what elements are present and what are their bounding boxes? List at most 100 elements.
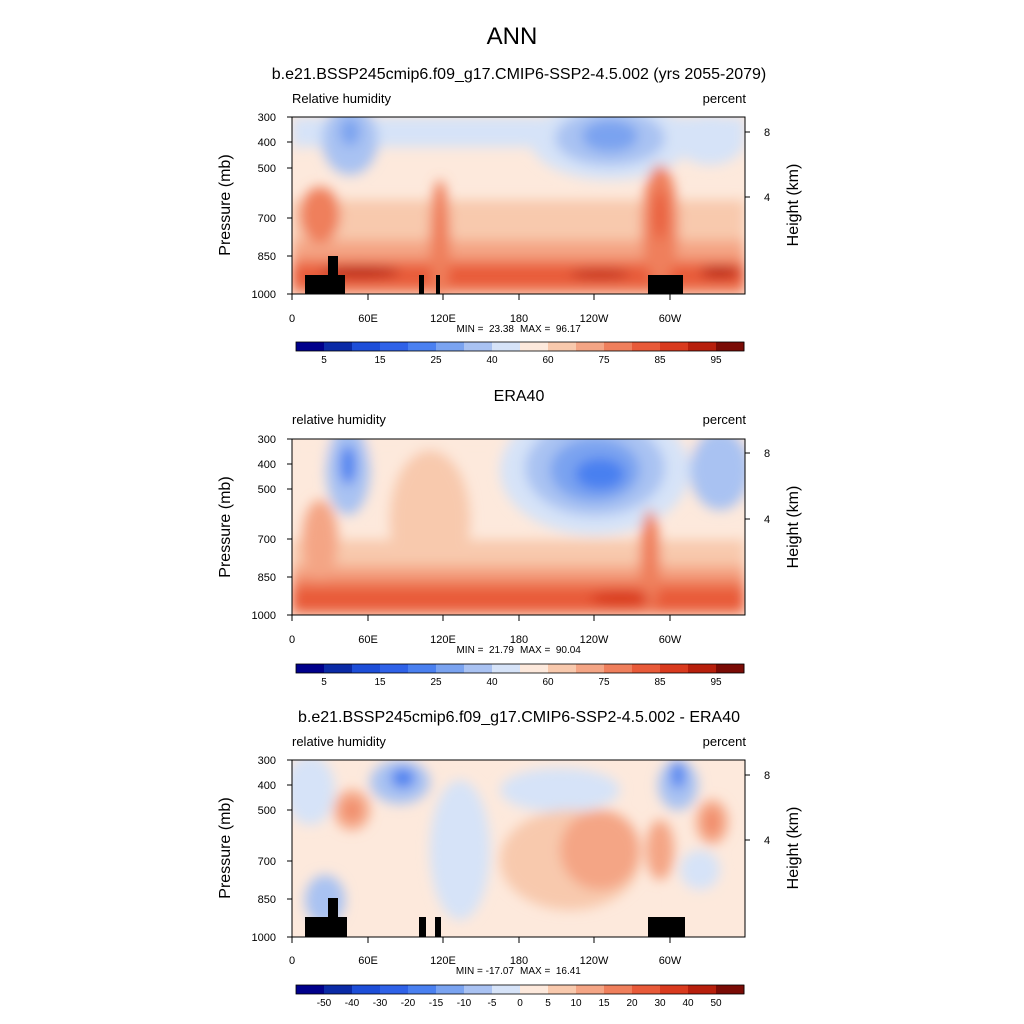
colorbar-swatch (352, 664, 381, 673)
heatmap-field (292, 439, 745, 615)
colorbar-swatch (548, 664, 577, 673)
y-tick-label: 700 (258, 213, 276, 225)
min-label: MIN = 21.79 (456, 645, 514, 656)
max-label: MAX = 16.41 (520, 966, 581, 977)
y-tick-label: 500 (258, 805, 276, 817)
y2-axis-label: Height (km) (785, 486, 802, 569)
y-tick-label: 850 (258, 251, 276, 263)
topography-mask (419, 917, 426, 937)
colorbar-label: 75 (598, 355, 610, 366)
colorbar-swatch (296, 342, 325, 351)
y-axis-left: Pressure (mb) 300 400 500 700 850 1000 (217, 112, 292, 301)
colorbar-swatch (324, 985, 353, 994)
units-label: percent (703, 734, 747, 749)
colorbar-label: 85 (654, 355, 666, 366)
colorbar-swatch (520, 342, 549, 351)
heatmap-field (292, 117, 745, 294)
y-tick-label: 700 (258, 856, 276, 868)
y-tick-label: 1000 (252, 932, 276, 944)
colorbar-label: 95 (710, 355, 722, 366)
y2-axis-label: Height (km) (785, 807, 802, 890)
variable-label: relative humidity (292, 412, 386, 427)
colorbar-swatch (520, 985, 549, 994)
colorbar-label: 40 (682, 998, 694, 1009)
colorbar-label: -30 (373, 998, 388, 1009)
y-tick-label: 500 (258, 163, 276, 175)
y-tick-label: 400 (258, 137, 276, 149)
colorbar-swatch (464, 985, 493, 994)
colorbar-label: 5 (321, 355, 327, 366)
colorbar-swatch (604, 664, 633, 673)
panel-1: b.e21.BSSP245cmip6.f09_g17.CMIP6-SSP2-4.… (217, 66, 802, 366)
y-tick-label: 1000 (252, 610, 276, 622)
y-axis-label: Pressure (mb) (217, 797, 234, 898)
x-tick-label: 120W (580, 955, 609, 967)
colorbar-swatch (296, 664, 325, 673)
x-tick-label: 60W (659, 313, 682, 325)
x-tick-label: 60E (358, 955, 378, 967)
panel-title: ERA40 (494, 388, 545, 405)
x-tick-label: 180 (510, 634, 528, 646)
colorbar-swatch (408, 342, 437, 351)
colorbar-swatch (492, 342, 521, 351)
y-tick-label: 400 (258, 780, 276, 792)
x-tick-label: 180 (510, 955, 528, 967)
colorbar-label: 50 (710, 998, 722, 1009)
colorbar-swatch (716, 664, 745, 673)
topography-mask (435, 917, 441, 937)
colorbar-frame (295, 663, 745, 674)
colorbar-swatch (380, 664, 409, 673)
units-label: percent (703, 91, 747, 106)
y2-tick-label: 4 (764, 514, 770, 526)
colorbar-label: 75 (598, 677, 610, 688)
colorbar-swatch (576, 664, 605, 673)
topography-mask (328, 256, 338, 276)
x-axis: 0 60E 120E 180 120W 60W (289, 615, 682, 646)
y-tick-label: 300 (258, 112, 276, 124)
topography-mask (436, 275, 440, 294)
colorbar-swatch (604, 342, 633, 351)
colorbar-label: -40 (345, 998, 360, 1009)
colorbar-swatch (576, 342, 605, 351)
x-tick-label: 0 (289, 634, 295, 646)
x-axis: 0 60E 120E 180 120W 60W (289, 294, 682, 325)
colorbar-swatch (464, 342, 493, 351)
y-axis-label: Pressure (mb) (217, 154, 234, 255)
panel-3: b.e21.BSSP245cmip6.f09_g17.CMIP6-SSP2-4.… (217, 709, 802, 1009)
panel-title: b.e21.BSSP245cmip6.f09_g17.CMIP6-SSP2-4.… (298, 709, 740, 726)
colorbar-swatch (716, 342, 745, 351)
topography-mask (648, 275, 683, 294)
y-tick-label: 500 (258, 484, 276, 496)
x-tick-label: 0 (289, 955, 295, 967)
y-axis-left: Pressure (mb) 300 400 500 700 850 1000 (217, 755, 292, 944)
min-label: MIN = -17.07 (456, 966, 515, 977)
colorbar-swatch (548, 342, 577, 351)
colorbar-label: 40 (486, 677, 498, 688)
colorbar-swatch (688, 985, 717, 994)
x-tick-label: 60W (659, 634, 682, 646)
colorbar-swatch (660, 664, 689, 673)
x-tick-label: 60E (358, 634, 378, 646)
colorbar-swatch (632, 342, 661, 351)
colorbar-swatch (324, 342, 353, 351)
colorbar-swatch (408, 664, 437, 673)
colorbar-swatch (632, 664, 661, 673)
max-label: MAX = 96.17 (520, 324, 581, 335)
x-tick-label: 120W (580, 634, 609, 646)
colorbar-swatch (380, 342, 409, 351)
colorbar-swatch (604, 985, 633, 994)
y2-tick-label: 4 (764, 835, 770, 847)
colorbar-label: 25 (430, 677, 442, 688)
colorbar: -50 -40 -30 -20 -15 -10 -5 0 5 10 15 20 30 40 50 (295, 984, 745, 1009)
y-tick-label: 700 (258, 534, 276, 546)
colorbar-label: 60 (542, 355, 554, 366)
y-axis-right: Height (km) 8 4 (745, 127, 802, 246)
y-axis-right: Height (km) 8 4 (745, 770, 802, 889)
x-tick-label: 120W (580, 313, 609, 325)
colorbar-label: 30 (654, 998, 666, 1009)
colorbar-label: -15 (429, 998, 444, 1009)
colorbar-label: 25 (430, 355, 442, 366)
colorbar-swatch (492, 664, 521, 673)
y-tick-label: 300 (258, 755, 276, 767)
